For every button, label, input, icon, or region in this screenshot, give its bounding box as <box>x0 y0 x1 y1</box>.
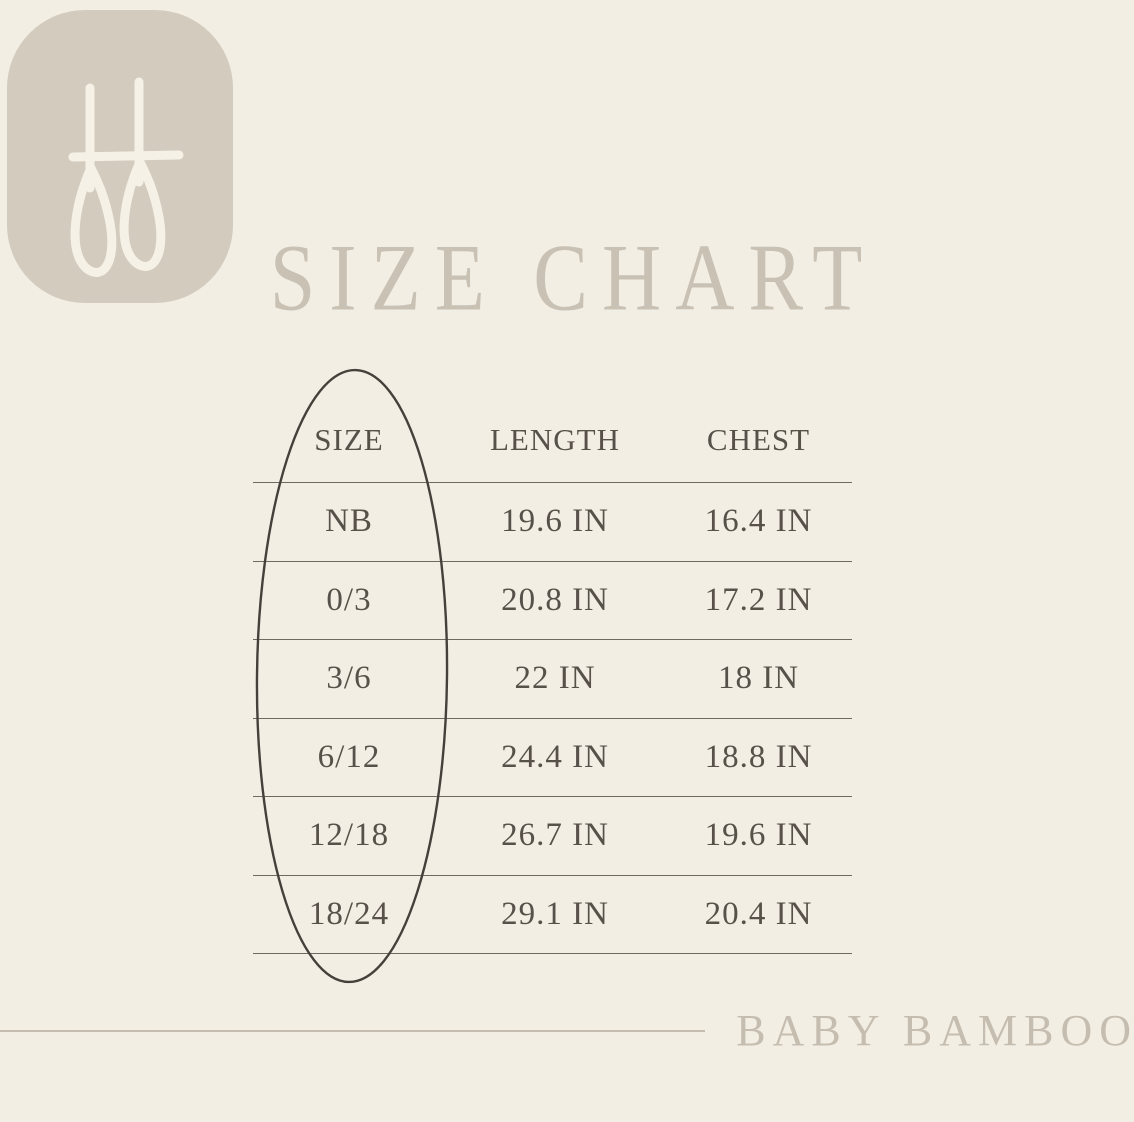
table-header-row: SIZE LENGTH CHEST <box>253 398 852 483</box>
chest-cell: 17.2 IN <box>704 581 813 618</box>
column-header-size: SIZE <box>314 422 384 457</box>
length-cell: 22 IN <box>514 660 596 697</box>
size-cell: 12/18 <box>308 817 390 854</box>
size-cell: NB <box>325 503 373 540</box>
chest-cell: 20.4 IN <box>704 895 813 932</box>
length-cell: 19.6 IN <box>501 503 609 540</box>
table-row: 6/12 24.4 IN 18.8 IN <box>253 719 852 797</box>
footer-divider-line <box>0 1030 705 1032</box>
length-cell: 26.7 IN <box>501 817 609 854</box>
length-cell: 29.1 IN <box>501 895 609 932</box>
bb-monogram-icon <box>68 77 184 277</box>
table-row: 12/18 26.7 IN 19.6 IN <box>253 797 852 876</box>
length-cell: 24.4 IN <box>501 738 609 775</box>
size-cell: 6/12 <box>317 738 381 775</box>
table-row: 0/3 20.8 IN 17.2 IN <box>253 562 852 640</box>
size-table: SIZE LENGTH CHEST NB 19.6 IN 16.4 IN 0/3… <box>253 398 852 954</box>
chest-cell: 19.6 IN <box>704 817 813 854</box>
table-row: 3/6 22 IN 18 IN <box>253 640 852 719</box>
page-title: SIZE CHART <box>269 224 877 331</box>
chest-cell: 18.8 IN <box>704 738 813 775</box>
table-row: NB 19.6 IN 16.4 IN <box>253 483 852 562</box>
size-cell: 0/3 <box>326 581 372 618</box>
chest-cell: 16.4 IN <box>704 503 813 540</box>
column-header-length: LENGTH <box>490 422 620 457</box>
length-cell: 20.8 IN <box>501 581 609 618</box>
column-header-chest: CHEST <box>706 422 811 457</box>
brand-name: BABY BAMBOO <box>736 1005 1134 1055</box>
table-row: 18/24 29.1 IN 20.4 IN <box>253 876 852 954</box>
chest-cell: 18 IN <box>717 660 800 697</box>
size-cell: 18/24 <box>308 895 390 932</box>
brand-logo <box>7 10 233 303</box>
size-cell: 3/6 <box>326 660 372 697</box>
